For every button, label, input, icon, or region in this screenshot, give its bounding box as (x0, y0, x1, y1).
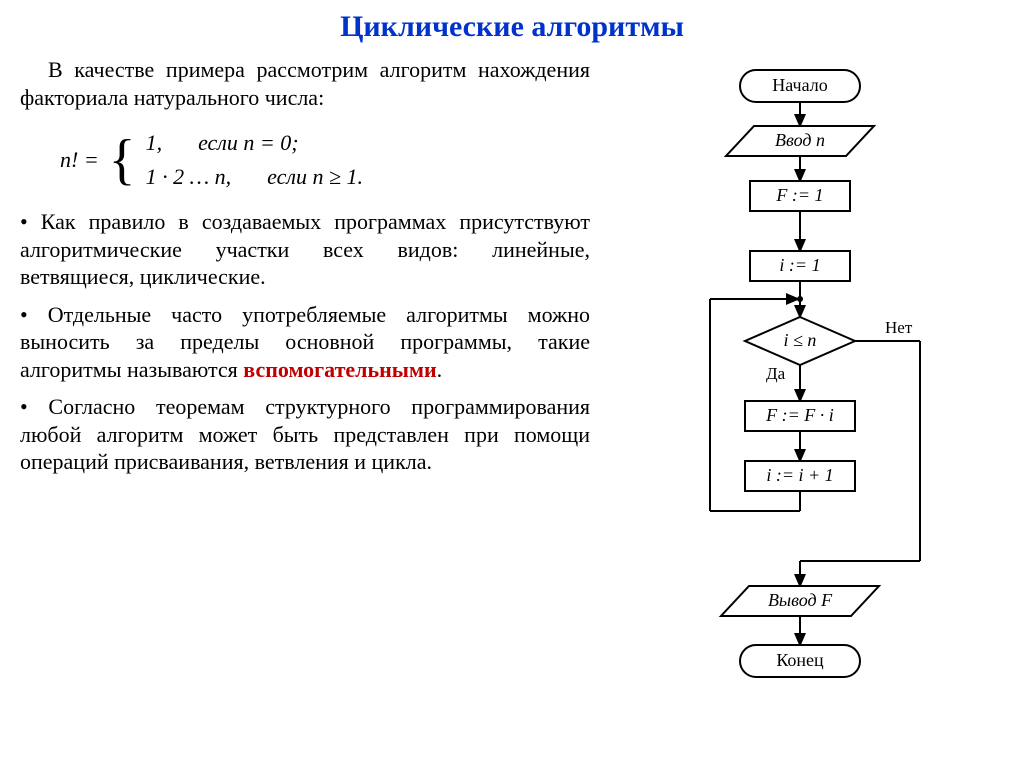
bullet-2: • Отдельные часто употребляемые алгоритм… (20, 301, 590, 384)
formula-cases: 1, если n = 0; 1 · 2 … n, если n ≥ 1. (146, 129, 363, 190)
flowchart: Да Нет Начало Ввод n F := 1 i := 1 i ≤ n F := F… (610, 56, 990, 706)
content-row: В качестве примера рассмотрим алгоритм н… (20, 56, 1004, 706)
svg-text:Да: Да (766, 364, 786, 383)
svg-text:Начало: Начало (772, 75, 827, 95)
bullet-icon: • (20, 394, 48, 419)
svg-text:Нет: Нет (885, 318, 913, 337)
svg-text:i ≤ n: i ≤ n (784, 330, 817, 350)
bullet-1-pre: Как правило в создаваемых программах при… (20, 209, 590, 289)
svg-text:i := i + 1: i := i + 1 (766, 465, 833, 485)
formula-lhs: n! = (60, 146, 99, 174)
case2-cond: если n ≥ 1. (267, 163, 363, 191)
svg-text:Конец: Конец (776, 650, 824, 670)
formula: n! = { 1, если n = 0; 1 · 2 … n, если n … (60, 129, 590, 190)
svg-text:F := F · i: F := F · i (765, 405, 834, 425)
svg-text:i := 1: i := 1 (779, 255, 820, 275)
case1-cond: если n = 0; (198, 129, 299, 157)
case1-val: 1, (146, 129, 163, 157)
intro-paragraph: В качестве примера рассмотрим алгоритм н… (20, 56, 590, 111)
bullet-3: • Согласно теоремам структурного програм… (20, 393, 590, 476)
svg-text:F := 1: F := 1 (775, 185, 823, 205)
bullet-2-emph: вспомогательными (243, 357, 436, 382)
page-title: Циклические алгоритмы (20, 10, 1004, 44)
bullet-icon: • (20, 209, 41, 234)
bullet-3-pre: Согласно теоремам структурного программи… (20, 394, 590, 474)
svg-text:Вывод F: Вывод F (768, 590, 833, 610)
case2-val: 1 · 2 … n, (146, 163, 232, 191)
bullet-2-post: . (437, 357, 443, 382)
brace-icon: { (109, 134, 136, 186)
bullet-1: • Как правило в создаваемых программах п… (20, 208, 590, 291)
text-column: В качестве примера рассмотрим алгоритм н… (20, 56, 590, 706)
svg-text:Ввод n: Ввод n (775, 130, 825, 150)
flowchart-column: Да Нет Начало Ввод n F := 1 i := 1 i ≤ n F := F… (610, 56, 1004, 706)
bullet-icon: • (20, 302, 48, 327)
